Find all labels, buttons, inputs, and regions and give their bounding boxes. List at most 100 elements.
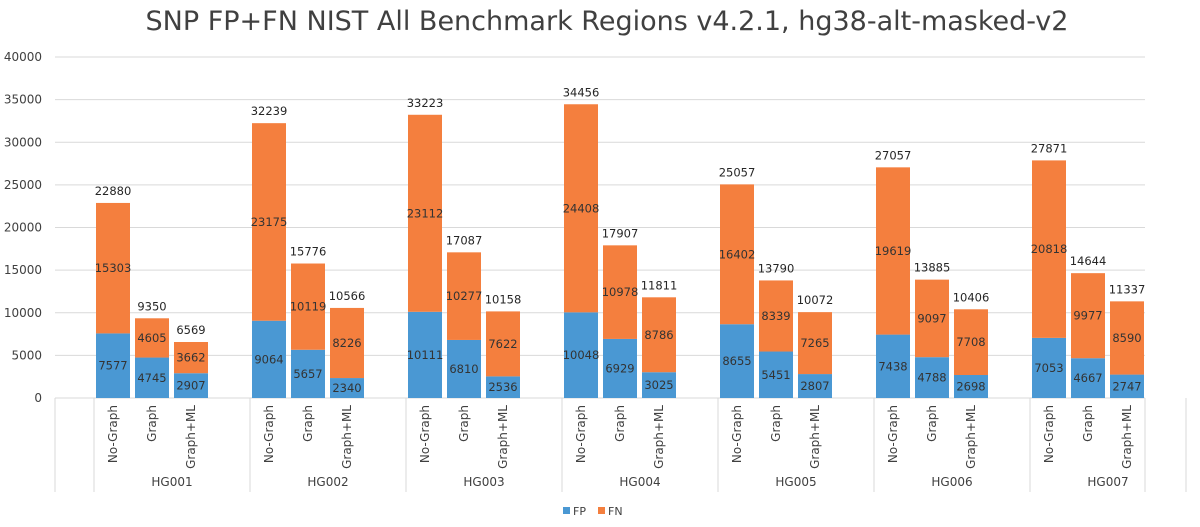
data-labels: 7577 15303 22880 4745 4605 9350 2907 3662 6569 90… xyxy=(95,85,1146,395)
bar-fn-hg002-no-graph xyxy=(252,123,286,321)
x-group-label: HG005 xyxy=(775,475,816,489)
data-label-fp: 2907 xyxy=(176,379,205,393)
x-group-label: HG003 xyxy=(463,475,504,489)
data-label-fn: 23112 xyxy=(407,206,444,220)
total-label: 22880 xyxy=(95,184,132,198)
bars xyxy=(96,104,1144,398)
x-subcategory-label: Graph xyxy=(1081,405,1095,442)
bar-fn-hg003-graph xyxy=(447,252,481,340)
total-label: 11337 xyxy=(1109,282,1146,296)
bar-fn-hg001-graph+ml xyxy=(174,341,208,374)
data-label-fn: 3662 xyxy=(176,351,205,365)
bar-fp-hg007-no-graph xyxy=(1032,337,1066,398)
x-subcategory-label: No-Graph xyxy=(262,405,276,463)
bar-fp-hg002-no-graph xyxy=(252,320,286,398)
data-label-fp: 10048 xyxy=(563,348,600,362)
x-group-label: HG001 xyxy=(151,475,192,489)
x-subcategory-label: Graph+ML xyxy=(340,405,354,469)
y-tick-label: 35000 xyxy=(4,93,42,107)
bar-fp-hg001-no-graph xyxy=(96,333,130,398)
bar-fn-hg007-graph xyxy=(1071,273,1105,359)
data-label-fn: 10277 xyxy=(446,289,483,303)
x-subcategory-label: Graph+ML xyxy=(184,405,198,469)
bar-fp-hg005-graph xyxy=(759,351,793,398)
legend-label-fp: FP xyxy=(573,505,586,518)
y-axis: 0 5000 10000 15000 20000 25000 30000 35000 40000 xyxy=(4,50,42,405)
bar-fp-hg001-graph+ml xyxy=(174,373,208,398)
data-label-fp: 7438 xyxy=(878,359,907,373)
data-label-fp: 10111 xyxy=(407,348,444,362)
bar-fp-hg004-graph xyxy=(603,338,637,398)
data-label-fn: 8226 xyxy=(332,336,361,350)
data-label-fp: 6810 xyxy=(449,362,478,376)
legend-label-fn: FN xyxy=(608,505,623,518)
bar-fn-hg001-no-graph xyxy=(96,202,130,334)
x-subcategory-label: No-Graph xyxy=(730,405,744,463)
x-subcategory-label: No-Graph xyxy=(886,405,900,463)
data-label-fn: 16402 xyxy=(719,247,756,261)
total-label: 11811 xyxy=(641,278,678,292)
y-tick-label: 0 xyxy=(34,391,42,405)
data-label-fn: 15303 xyxy=(95,261,132,275)
data-label-fp: 4667 xyxy=(1073,371,1102,385)
bar-fn-hg002-graph+ml xyxy=(330,307,364,379)
data-label-fn: 8590 xyxy=(1112,331,1141,345)
x-subcategory-label: Graph xyxy=(769,405,783,442)
data-label-fp: 6929 xyxy=(605,361,634,375)
bar-fp-hg004-graph+ml xyxy=(642,372,676,398)
total-label: 10566 xyxy=(329,289,366,303)
total-label: 17907 xyxy=(602,226,639,240)
total-label: 9350 xyxy=(137,299,166,313)
bar-fp-hg005-no-graph xyxy=(720,324,754,398)
x-subcategory-label: Graph xyxy=(145,405,159,442)
data-label-fn: 9097 xyxy=(917,311,946,325)
chart-title: SNP FP+FN NIST All Benchmark Regions v4.… xyxy=(146,6,1069,37)
data-label-fp: 2536 xyxy=(488,380,517,394)
bar-fn-hg003-graph+ml xyxy=(486,311,520,377)
bar-fn-hg006-graph xyxy=(915,279,949,358)
x-subcategory-label: Graph xyxy=(613,405,627,442)
data-label-fp: 7053 xyxy=(1034,361,1063,375)
data-label-fn: 4605 xyxy=(137,331,166,345)
x-group-label: HG002 xyxy=(307,475,348,489)
x-subcategory-label: No-Graph xyxy=(106,405,120,463)
bar-fp-hg004-no-graph xyxy=(564,312,598,398)
bar-fp-hg003-graph xyxy=(447,339,481,398)
data-label-fn: 8339 xyxy=(761,309,790,323)
data-label-fn: 23175 xyxy=(251,215,288,229)
x-group-label: HG007 xyxy=(1087,475,1128,489)
data-label-fn: 8786 xyxy=(644,328,673,342)
bar-fp-hg002-graph xyxy=(291,349,325,398)
bar-fp-hg001-graph xyxy=(135,357,169,398)
data-label-fn: 9977 xyxy=(1073,309,1102,323)
total-label: 10406 xyxy=(953,290,990,304)
total-label: 10072 xyxy=(797,293,834,307)
total-label: 15776 xyxy=(290,245,327,259)
total-label: 13790 xyxy=(758,261,795,275)
total-label: 34456 xyxy=(563,85,600,99)
x-group-label: HG004 xyxy=(619,475,660,489)
x-subcategory-label: Graph+ML xyxy=(1120,405,1134,469)
total-label: 6569 xyxy=(176,323,205,337)
bar-fn-hg005-graph xyxy=(759,280,793,352)
legend-swatch-fn xyxy=(598,507,605,514)
data-label-fp: 5657 xyxy=(293,367,322,381)
bar-fp-hg003-no-graph xyxy=(408,311,442,398)
y-tick-label: 15000 xyxy=(4,263,42,277)
legend-swatch-fp xyxy=(563,507,570,514)
y-tick-label: 20000 xyxy=(4,221,42,235)
data-label-fn: 24408 xyxy=(563,201,600,215)
x-group-label: HG006 xyxy=(931,475,972,489)
bar-fn-hg003-no-graph xyxy=(408,114,442,312)
data-label-fp: 3025 xyxy=(644,378,673,392)
y-tick-label: 25000 xyxy=(4,178,42,192)
x-axis: No-Graph Graph Graph+ML HG001 No-Graph Graph G… xyxy=(54,397,1187,492)
bar-fn-hg005-no-graph xyxy=(720,184,754,325)
x-subcategory-label: Graph+ML xyxy=(496,405,510,469)
y-tick-label: 5000 xyxy=(11,348,42,362)
bar-fn-hg006-graph+ml xyxy=(954,309,988,375)
total-label: 10158 xyxy=(485,292,522,306)
total-label: 13885 xyxy=(914,261,951,275)
total-label: 17087 xyxy=(446,233,483,247)
